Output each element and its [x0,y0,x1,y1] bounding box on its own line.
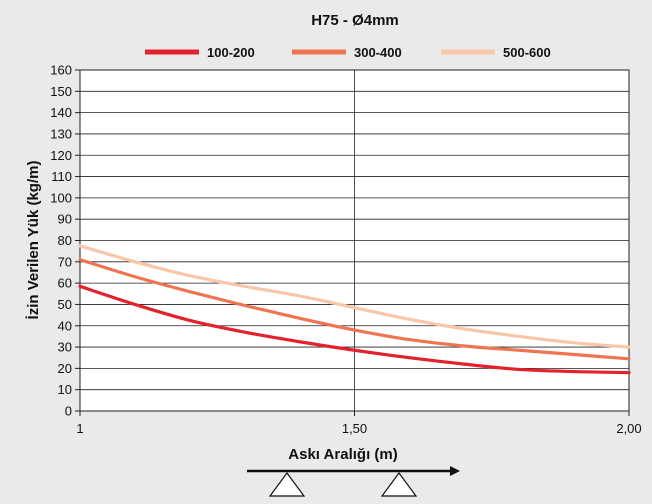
legend: 100-200 300-400 500-600 [145,45,551,60]
support-triangle-left [268,471,306,497]
y-tick-label: 80 [58,233,72,248]
y-tick-label: 60 [58,276,72,291]
y-tick-label: 160 [50,63,72,78]
y-tick-label: 70 [58,254,72,269]
y-tick-label: 150 [50,84,72,99]
legend-label: 100-200 [207,45,255,60]
series-line-100-200 [78,284,631,375]
chart-title: H75 - Ø4mm [311,12,399,29]
beam-arrow-head [450,466,460,476]
legend-label: 300-400 [354,45,402,60]
y-tick-label: 30 [58,340,72,355]
y-tick-label: 120 [50,148,72,163]
grid [80,70,629,411]
y-tick-label: 110 [51,169,72,184]
y-tick-label: 90 [58,212,72,227]
y-tick-label: 40 [58,318,72,333]
y-tick-label: 0 [65,404,72,419]
series-line-300-400 [78,258,631,361]
y-tick-label: 20 [58,361,72,376]
y-tick-label: 130 [50,126,72,141]
y-tick-label: 140 [50,105,72,120]
x-axis: 1 1,50 2,00 [76,411,642,436]
x-tick-label: 1,50 [342,421,367,436]
beam-support-illustration [247,466,460,497]
y-tick-label: 100 [50,190,72,205]
legend-label: 500-600 [503,45,551,60]
x-tick-label: 1 [76,421,83,436]
series-group [78,244,631,375]
x-axis-label: Askı Aralığı (m) [288,446,397,463]
y-tick-label: 50 [58,297,72,312]
y-axis-label: İzin Verilen Yük (kg/m) [25,161,42,320]
y-tick-label: 10 [58,382,72,397]
x-tick-label: 2,00 [616,421,641,436]
series-line-500-600 [78,244,631,349]
support-triangle-right [380,471,418,497]
y-axis: 0 10 20 30 40 50 60 70 80 90 100 110 120 130 140 150 160 [50,63,80,419]
